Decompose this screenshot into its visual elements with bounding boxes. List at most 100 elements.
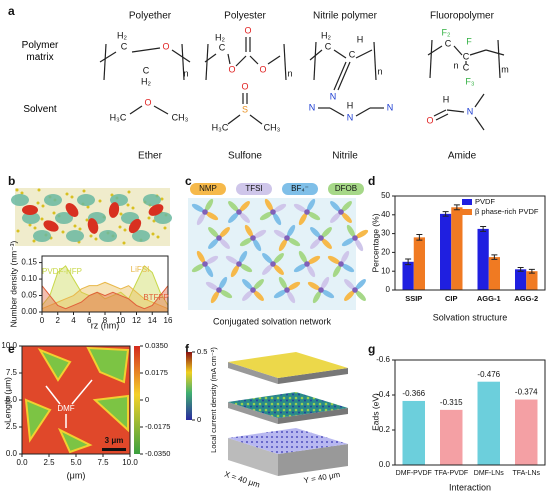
molecule xyxy=(147,216,151,220)
molecule xyxy=(119,212,123,216)
bond xyxy=(103,43,107,81)
li-ion xyxy=(304,261,310,267)
error-bar xyxy=(480,225,487,232)
legend-pill xyxy=(190,183,226,195)
y-tick-label: 0.0 xyxy=(6,449,18,458)
legend-swatch xyxy=(462,199,472,205)
bond xyxy=(235,55,247,67)
molecule xyxy=(122,241,126,245)
plot-frame xyxy=(394,359,546,466)
atom-label: H₂ xyxy=(215,32,225,42)
bond xyxy=(333,49,347,59)
bond xyxy=(446,109,465,113)
polymer-chain xyxy=(154,212,172,224)
x-tick-label: 2 xyxy=(56,316,61,325)
molecule xyxy=(33,226,37,230)
solvent-molecule xyxy=(239,237,253,247)
atom-label: O xyxy=(144,97,151,107)
column-header: Polyester xyxy=(224,11,266,22)
molecule xyxy=(151,232,155,236)
molecule xyxy=(16,229,20,233)
y-tick-label: 10.0 xyxy=(1,341,17,350)
colorbar-tick-label: 0 xyxy=(145,395,149,404)
bar xyxy=(451,207,463,290)
solvent-molecule xyxy=(321,238,332,249)
solvent-molecule xyxy=(273,289,287,299)
molecule xyxy=(52,211,56,215)
solvent-molecule xyxy=(205,255,219,265)
solvent-molecule xyxy=(253,279,264,290)
solvent-molecule xyxy=(273,229,287,239)
solvent-molecule xyxy=(354,238,364,252)
bond xyxy=(469,49,487,56)
bar xyxy=(477,228,489,290)
x-tick-label: AGG-1 xyxy=(477,294,501,303)
solvent-molecule xyxy=(298,250,308,264)
solvent-name: Sulfone xyxy=(228,151,262,162)
solvent-molecule xyxy=(306,264,316,278)
bar xyxy=(440,213,452,290)
y-tick-label: 20 xyxy=(381,248,390,257)
molecule xyxy=(70,195,74,199)
solvent-cluster xyxy=(108,202,120,218)
solvent-molecule xyxy=(327,255,341,265)
substrate-top xyxy=(228,428,348,454)
polymer-chain xyxy=(99,230,117,242)
value-label: -0.476 xyxy=(477,370,500,379)
molecule xyxy=(37,188,41,192)
bond xyxy=(129,105,143,115)
bond xyxy=(181,43,185,81)
solvent-name: Ether xyxy=(138,151,163,162)
solvent-molecule xyxy=(340,250,350,264)
colorbar xyxy=(134,346,140,454)
y-tick-label: 50 xyxy=(381,191,390,200)
bar xyxy=(488,257,500,290)
bond xyxy=(435,113,449,121)
y-axis-label: Percentage (%) xyxy=(370,213,380,272)
atom-label: C xyxy=(463,62,470,72)
solvent-molecule xyxy=(306,198,316,212)
solvent-molecule xyxy=(341,212,352,223)
atom-label: O xyxy=(241,81,248,91)
bar xyxy=(515,269,527,290)
solvent-molecule xyxy=(293,263,307,273)
bond xyxy=(355,49,373,59)
atom-label: F₃ xyxy=(465,76,474,86)
bond xyxy=(153,105,169,115)
atom-label: O xyxy=(426,115,433,125)
solvent-molecule xyxy=(278,238,288,252)
polymer-chain xyxy=(143,194,161,206)
molecule xyxy=(98,199,102,203)
legend-label: BTFFP xyxy=(143,293,168,302)
density-area xyxy=(41,284,169,313)
bond xyxy=(373,41,377,81)
polymer-chain xyxy=(22,212,40,224)
x-tick-label: 16 xyxy=(164,316,173,325)
legend-label: PVDF-HFP xyxy=(42,267,82,276)
molecule xyxy=(86,205,90,209)
electrode-layer xyxy=(228,352,348,378)
atom-label: H₃C xyxy=(110,112,127,122)
map-region xyxy=(37,347,72,382)
current-layer-side xyxy=(228,402,278,424)
atom-label: F₂ xyxy=(442,27,451,37)
bond xyxy=(267,55,281,65)
y-tick-label: 0.00 xyxy=(21,307,37,316)
solvent-molecule xyxy=(330,201,341,212)
x-axis-label: (μm) xyxy=(67,470,86,480)
solvent-molecule xyxy=(196,250,206,264)
value-label: -0.315 xyxy=(440,398,463,407)
li-ion xyxy=(352,287,358,293)
colorbar-tick-label: 0.0175 xyxy=(145,368,168,377)
atom-label: N xyxy=(387,102,394,112)
solvent-molecule xyxy=(287,281,301,291)
x-tick-label: 4 xyxy=(71,316,76,325)
molecule xyxy=(131,206,135,210)
legend-label: β phase-rich PVDF xyxy=(475,207,539,216)
solvent-molecule xyxy=(344,279,355,290)
molecule xyxy=(156,235,160,239)
current-layer xyxy=(228,392,348,418)
solvent-molecule xyxy=(330,212,341,223)
solvent-molecule xyxy=(341,201,352,212)
molecule xyxy=(126,203,130,207)
